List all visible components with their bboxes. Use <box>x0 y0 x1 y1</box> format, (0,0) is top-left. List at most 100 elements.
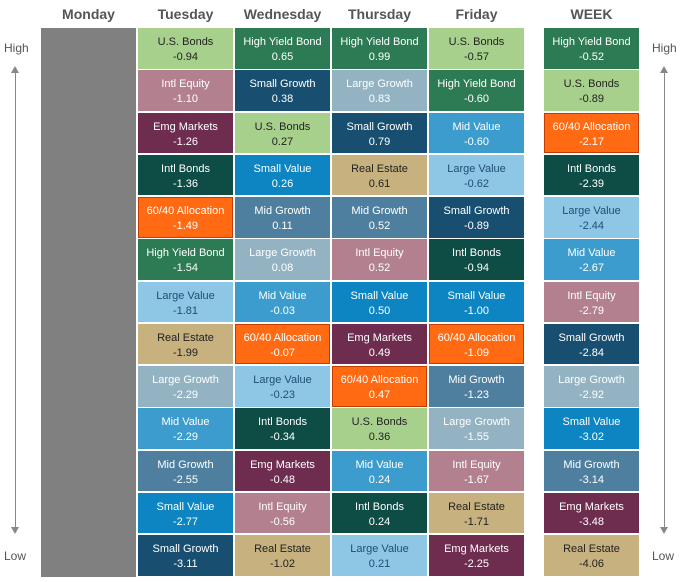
asset-class-name: High Yield Bond <box>243 36 322 48</box>
cell-intl-equity: Intl Equity 0.52 <box>332 239 427 280</box>
asset-class-name: Mid Value <box>258 289 307 302</box>
asset-class-name: Real Estate <box>254 543 311 555</box>
asset-class-name: Intl Bonds <box>355 500 404 513</box>
return-value: 0.26 <box>271 177 294 190</box>
scale-line-right <box>664 72 665 528</box>
cell-mid-growth: Mid Growth 0.11 <box>235 197 330 238</box>
low-label-left: Low <box>4 549 27 563</box>
asset-class-name: U.S. Bonds <box>254 120 311 133</box>
asset-class-name: Mid Growth <box>157 458 214 471</box>
asset-class-name: Large Value <box>253 374 312 386</box>
return-value: -1.81 <box>172 304 199 317</box>
down-arrow-icon-left <box>11 527 19 534</box>
return-value: 0.38 <box>271 93 294 106</box>
asset-class-name: Mid Growth <box>351 205 408 217</box>
return-value: -2.39 <box>578 177 605 190</box>
asset-class-name: Small Value <box>350 289 409 302</box>
cell-large-value: Large Value -0.23 <box>235 366 330 407</box>
return-value: -1.02 <box>269 558 296 570</box>
return-value: -1.54 <box>172 262 199 275</box>
return-value: -0.03 <box>269 304 296 317</box>
low-label-right: Low <box>652 549 675 563</box>
return-value: 0.08 <box>271 262 294 275</box>
cell-emg-markets: Emg Markets 0.49 <box>332 323 427 365</box>
cell-emg-markets: Emg Markets -0.48 <box>235 450 330 492</box>
asset-class-name: Small Value <box>562 416 621 429</box>
header-wednesday: Wednesday <box>243 6 322 22</box>
asset-class-name: Large Value <box>447 162 506 175</box>
cell-mid-growth: Mid Growth -2.55 <box>138 450 233 492</box>
asset-class-name: Intl Equity <box>567 289 616 302</box>
cell-emg-markets: Emg Markets -2.25 <box>429 535 524 576</box>
return-value: -0.89 <box>463 220 490 232</box>
return-value: -2.67 <box>578 262 605 275</box>
cell-mid-growth: Mid Growth -3.14 <box>544 450 639 492</box>
return-value: -1.26 <box>172 135 199 148</box>
return-value: -0.57 <box>463 51 490 63</box>
cell-small-value: Small Value 0.26 <box>235 154 330 196</box>
cell-real-estate: Real Estate -4.06 <box>544 535 639 576</box>
return-value: -0.60 <box>463 135 490 148</box>
asset-class-name: Emg Markets <box>347 331 412 344</box>
asset-class-name: Emg Markets <box>250 458 315 471</box>
return-value: 0.50 <box>368 304 391 317</box>
cell-mid-value: Mid Value -0.60 <box>429 112 524 154</box>
cell-60-40-allocation: 60/40 Allocation -2.17 <box>544 112 639 154</box>
asset-class-name: Mid Value <box>161 416 210 429</box>
return-value: -2.25 <box>463 558 490 570</box>
asset-class-name: High Yield Bond <box>340 36 419 48</box>
cell-small-value: Small Value 0.50 <box>332 281 427 323</box>
asset-class-name: Intl Equity <box>258 500 307 513</box>
asset-class-name: Large Growth <box>558 374 625 386</box>
monday-column-empty <box>41 28 136 577</box>
asset-class-name: U.S. Bonds <box>563 78 620 91</box>
column-thursday: High Yield Bond 0.99 Large Growth 0.83 Small… <box>332 28 427 577</box>
asset-class-name: Small Value <box>156 500 215 513</box>
return-value: -1.67 <box>463 473 490 486</box>
return-value: -1.00 <box>463 304 490 317</box>
cell-intl-bonds: Intl Bonds -0.94 <box>429 239 524 280</box>
asset-class-name: Mid Value <box>567 247 616 260</box>
asset-class-name: Emg Markets <box>153 120 218 133</box>
return-value: -1.36 <box>172 177 199 190</box>
return-value: -0.94 <box>463 262 490 275</box>
cell-small-growth: Small Growth -0.89 <box>429 197 524 238</box>
return-value: -0.94 <box>172 51 199 63</box>
return-value: 0.83 <box>368 93 391 106</box>
return-value: -1.10 <box>172 93 199 106</box>
return-value: 0.27 <box>271 135 294 148</box>
cell-small-growth: Small Growth 0.38 <box>235 70 330 111</box>
return-value: 0.21 <box>368 558 391 570</box>
cell-real-estate: Real Estate -1.02 <box>235 535 330 576</box>
return-value: -2.77 <box>172 515 199 528</box>
cell-large-growth: Large Growth -2.29 <box>138 366 233 407</box>
high-label-left: High <box>4 41 29 55</box>
return-value: 0.99 <box>368 51 391 63</box>
asset-class-name: Real Estate <box>448 500 505 513</box>
cell-intl-bonds: Intl Bonds 0.24 <box>332 492 427 534</box>
header-thursday: Thursday <box>347 6 411 22</box>
cell-emg-markets: Emg Markets -1.26 <box>138 112 233 154</box>
return-value: 0.36 <box>368 431 391 444</box>
return-value: -4.06 <box>578 558 605 570</box>
cell-real-estate: Real Estate -1.71 <box>429 492 524 534</box>
cell-large-growth: Large Growth 0.08 <box>235 239 330 280</box>
asset-class-name: Intl Bonds <box>161 162 210 175</box>
asset-class-name: Small Value <box>253 162 312 175</box>
cell-u-s-bonds: U.S. Bonds -0.89 <box>544 70 639 111</box>
asset-class-name: High Yield Bond <box>146 247 225 260</box>
return-value: -1.49 <box>172 220 199 232</box>
asset-class-name: Small Value <box>447 289 506 302</box>
cell-high-yield-bond: High Yield Bond 0.99 <box>332 28 427 69</box>
return-value: 0.52 <box>368 262 391 275</box>
asset-class-name: Intl Equity <box>355 247 404 260</box>
cell-intl-bonds: Intl Bonds -2.39 <box>544 154 639 196</box>
return-value: 0.52 <box>368 220 391 232</box>
down-arrow-icon-right <box>660 527 668 534</box>
cell-large-value: Large Value 0.21 <box>332 535 427 576</box>
asset-class-name: Real Estate <box>157 331 214 344</box>
asset-class-name: Small Growth <box>443 205 510 217</box>
return-value: 0.47 <box>368 389 391 401</box>
cell-small-value: Small Value -3.02 <box>544 408 639 449</box>
column-wednesday: High Yield Bond 0.65 Small Growth 0.38 U.S. … <box>235 28 330 577</box>
